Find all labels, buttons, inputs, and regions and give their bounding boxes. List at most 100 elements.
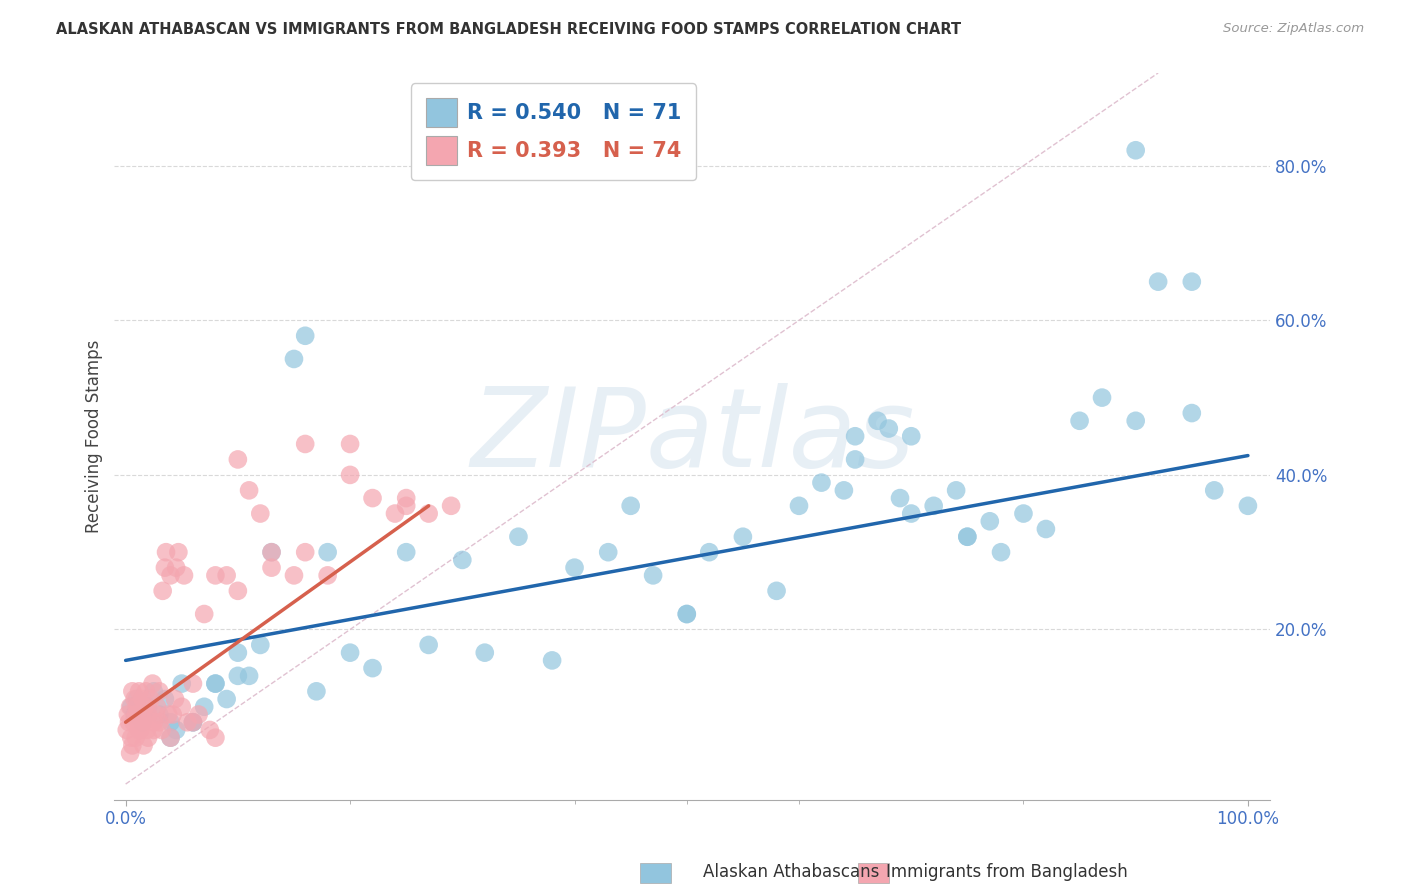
Point	[125, 731, 148, 745]
Point	[121, 684, 143, 698]
Point	[765, 583, 787, 598]
Point	[142, 684, 165, 698]
Point	[990, 545, 1012, 559]
Text: ZIPatlas: ZIPatlas	[470, 383, 915, 490]
Point	[159, 731, 181, 745]
Point	[136, 731, 159, 745]
Point	[163, 692, 186, 706]
Point	[294, 545, 316, 559]
Point	[508, 530, 530, 544]
Point	[260, 545, 283, 559]
Point	[1237, 499, 1260, 513]
Point	[162, 707, 184, 722]
Point	[204, 676, 226, 690]
Point	[215, 692, 238, 706]
Point	[139, 692, 162, 706]
Point	[204, 568, 226, 582]
Point	[157, 707, 180, 722]
Point	[152, 583, 174, 598]
Point	[900, 429, 922, 443]
Point	[153, 560, 176, 574]
Point	[193, 607, 215, 621]
Point	[226, 583, 249, 598]
Y-axis label: Receiving Food Stamps: Receiving Food Stamps	[86, 340, 103, 533]
Point	[922, 499, 945, 513]
Text: Alaskan Athabascans: Alaskan Athabascans	[703, 863, 879, 881]
Point	[142, 676, 165, 690]
Point	[165, 723, 187, 737]
Point	[877, 421, 900, 435]
Point	[889, 491, 911, 505]
Point	[956, 530, 979, 544]
Point	[339, 437, 361, 451]
Point	[136, 723, 159, 737]
Point	[121, 739, 143, 753]
Point	[159, 731, 181, 745]
Point	[128, 723, 150, 737]
Point	[1125, 414, 1147, 428]
Point	[384, 507, 406, 521]
Point	[260, 560, 283, 574]
Point	[305, 684, 328, 698]
Point	[832, 483, 855, 498]
Point	[120, 746, 142, 760]
Point	[316, 545, 339, 559]
Point	[136, 699, 159, 714]
Point	[564, 560, 586, 574]
Point	[155, 545, 177, 559]
Point	[127, 715, 149, 730]
Point	[474, 646, 496, 660]
Point	[294, 328, 316, 343]
Point	[260, 545, 283, 559]
Point	[150, 723, 173, 737]
Point	[810, 475, 832, 490]
Point	[215, 568, 238, 582]
Point	[395, 499, 418, 513]
Point	[128, 684, 150, 698]
Point	[226, 646, 249, 660]
Point	[675, 607, 697, 621]
Point	[193, 699, 215, 714]
Point	[339, 467, 361, 482]
Point	[418, 638, 440, 652]
Point	[124, 707, 146, 722]
Point	[945, 483, 967, 498]
Point	[361, 491, 384, 505]
Point	[900, 507, 922, 521]
Point	[120, 731, 142, 745]
Point	[204, 731, 226, 745]
Point	[146, 699, 169, 714]
Point	[159, 715, 181, 730]
Point	[181, 715, 204, 730]
Point	[142, 715, 165, 730]
Point	[226, 452, 249, 467]
Point	[198, 723, 221, 737]
Point	[541, 653, 564, 667]
Point	[1035, 522, 1057, 536]
Point	[1147, 275, 1170, 289]
Point	[118, 715, 141, 730]
Point	[979, 514, 1001, 528]
Point	[148, 684, 170, 698]
Point	[181, 676, 204, 690]
Point	[142, 723, 165, 737]
Point	[294, 437, 316, 451]
Point	[120, 699, 142, 714]
Point	[170, 699, 193, 714]
Point	[125, 692, 148, 706]
Point	[173, 568, 195, 582]
Point	[176, 715, 198, 730]
Point	[129, 723, 152, 737]
Point	[1091, 391, 1114, 405]
Point	[395, 545, 418, 559]
Legend: R = 0.540   N = 71, R = 0.393   N = 74: R = 0.540 N = 71, R = 0.393 N = 74	[411, 83, 696, 180]
Point	[395, 491, 418, 505]
Point	[1125, 143, 1147, 157]
Point	[135, 684, 157, 698]
Point	[226, 669, 249, 683]
Point	[1204, 483, 1226, 498]
Point	[1181, 406, 1204, 420]
Point	[440, 499, 463, 513]
Point	[844, 429, 866, 443]
Point	[361, 661, 384, 675]
